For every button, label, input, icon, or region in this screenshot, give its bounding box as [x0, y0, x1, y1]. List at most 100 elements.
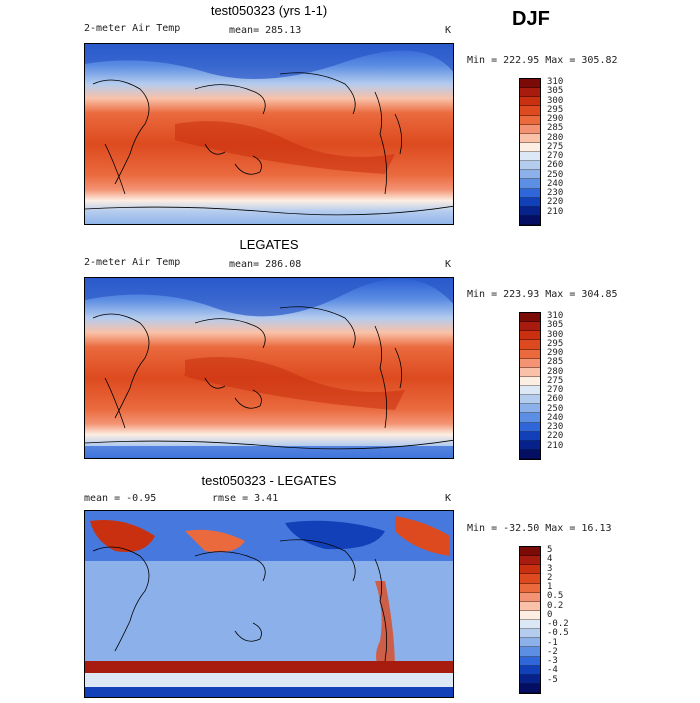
colorbar-swatch	[520, 170, 540, 180]
colorbar-tick-label: 285	[547, 123, 564, 134]
colorbar-tick-label: 305	[547, 320, 564, 331]
units-label: K	[445, 493, 452, 504]
colorbar-tick-label: 300	[547, 95, 564, 106]
colorbar-tick-label: 2	[547, 572, 553, 583]
colorbar-swatch	[520, 413, 540, 423]
variable-label: 2-meter Air Temp	[84, 257, 181, 268]
colorbar-swatch	[520, 395, 540, 405]
colorbar-swatch	[520, 422, 540, 432]
colorbar-tick-label: -3	[547, 656, 558, 667]
colorbar	[519, 546, 541, 694]
colorbar-swatch	[520, 386, 540, 396]
season-label: DJF	[512, 8, 550, 30]
colorbar-tick-label: 300	[547, 329, 564, 340]
colorbar-tick-label: 240	[547, 178, 564, 189]
variable-label: 2-meter Air Temp	[84, 23, 181, 34]
colorbar-swatch	[520, 115, 540, 125]
colorbar	[519, 78, 541, 226]
colorbar-tick-label: -0.5	[547, 628, 569, 639]
colorbar-tick-label: 275	[547, 375, 564, 386]
colorbar-swatch	[520, 674, 540, 684]
colorbar-tick-label: 285	[547, 357, 564, 368]
colorbar-tick-label: 230	[547, 188, 564, 199]
temperature-map	[84, 43, 454, 225]
colorbar-swatch	[520, 188, 540, 198]
colorbar-swatch	[520, 206, 540, 216]
model-panel: test050323 (yrs 1-1) 2-meter Air Temp me…	[0, 0, 700, 235]
colorbar-swatch	[520, 449, 540, 459]
units-label: K	[445, 25, 452, 36]
colorbar-tick-label: 295	[547, 338, 564, 349]
colorbar-tick-label: -1	[547, 637, 558, 648]
colorbar-swatch	[520, 197, 540, 207]
colorbar-swatch	[520, 133, 540, 143]
colorbar-swatch	[520, 322, 540, 332]
colorbar-tick-label: -0.2	[547, 619, 569, 630]
colorbar-swatch	[520, 349, 540, 359]
colorbar-tick-label: 4	[547, 554, 553, 565]
colorbar-tick-label: 250	[547, 169, 564, 180]
map-graphic	[85, 278, 453, 458]
colorbar-tick-label: 260	[547, 160, 564, 171]
colorbar-swatch	[520, 565, 540, 575]
colorbar-tick-label: 275	[547, 141, 564, 152]
colorbar-tick-label: 220	[547, 431, 564, 442]
colorbar-tick-label: 310	[547, 311, 564, 322]
colorbar-tick-label: 280	[547, 132, 564, 143]
mean-label: mean= 286.08	[229, 259, 302, 270]
colorbar-swatch	[520, 358, 540, 368]
colorbar-tick-label: 210	[547, 440, 564, 451]
mean-label: mean = -0.95	[84, 493, 157, 504]
colorbar-tick-label: 230	[547, 422, 564, 433]
colorbar-tick-label: 220	[547, 197, 564, 208]
colorbar-swatch	[520, 629, 540, 639]
panel-title: LEGATES	[239, 237, 299, 252]
colorbar-tick-label: 295	[547, 104, 564, 115]
colorbar-swatch	[520, 376, 540, 386]
colorbar-swatch	[520, 97, 540, 107]
colorbar-swatch	[520, 656, 540, 666]
colorbar-tick-label: 1	[547, 582, 553, 593]
colorbar-swatch	[520, 638, 540, 648]
panel-title: test050323 (yrs 1-1)	[210, 3, 328, 18]
colorbar-tick-label: 5	[547, 545, 553, 556]
colorbar-swatch	[520, 683, 540, 693]
colorbar-tick-label: 210	[547, 206, 564, 217]
colorbar-swatch	[520, 215, 540, 225]
colorbar-swatch	[520, 340, 540, 350]
difference-map	[84, 510, 454, 698]
colorbar-swatch	[520, 583, 540, 593]
colorbar-swatch	[520, 152, 540, 162]
colorbar-tick-label: -2	[547, 646, 558, 657]
colorbar-tick-label: 280	[547, 366, 564, 377]
colorbar-swatch	[520, 142, 540, 152]
colorbar-swatch	[520, 161, 540, 171]
colorbar-swatch	[520, 179, 540, 189]
colorbar-swatch	[520, 556, 540, 566]
colorbar-tick-label: 250	[547, 403, 564, 414]
colorbar-tick-label: 305	[547, 86, 564, 97]
map-graphic	[85, 511, 453, 697]
colorbar-tick-label: 260	[547, 394, 564, 405]
colorbar-tick-label: 240	[547, 412, 564, 423]
colorbar-tick-label: 290	[547, 348, 564, 359]
units-label: K	[445, 259, 452, 270]
colorbar-swatch	[520, 124, 540, 134]
min-max-label: Min = 223.93 Max = 304.85	[467, 289, 618, 300]
colorbar-tick-label: 270	[547, 385, 564, 396]
colorbar-tick-label: 0	[547, 609, 553, 620]
colorbar-swatch	[520, 440, 540, 450]
colorbar-swatch	[520, 574, 540, 584]
colorbar-swatch	[520, 665, 540, 675]
difference-panel: test050323 - LEGATES mean = -0.95 rmse =…	[0, 468, 700, 703]
colorbar-tick-label: 3	[547, 563, 553, 574]
colorbar	[519, 312, 541, 460]
colorbar-swatch	[520, 547, 540, 557]
colorbar-swatch	[520, 647, 540, 657]
colorbar-tick-label: -5	[547, 674, 558, 685]
colorbar-swatch	[520, 601, 540, 611]
min-max-label: Min = -32.50 Max = 16.13	[467, 523, 612, 534]
colorbar-tick-label: 270	[547, 151, 564, 162]
colorbar-swatch	[520, 88, 540, 98]
colorbar-swatch	[520, 610, 540, 620]
